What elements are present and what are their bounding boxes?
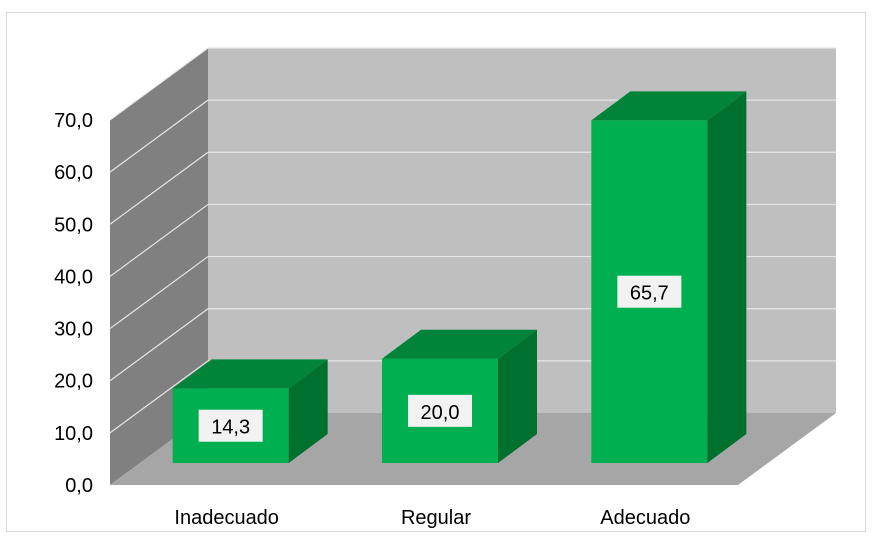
y-tick-label: 30,0 [54, 319, 93, 341]
bar-side [498, 329, 537, 463]
gridline-side [109, 360, 209, 434]
gridline-side [109, 151, 209, 225]
data-label-box [617, 275, 682, 308]
bar-top [172, 359, 328, 389]
data-label: 65,7 [630, 283, 669, 305]
data-label: 14,3 [211, 417, 250, 439]
y-tick-label: 10,0 [54, 423, 93, 445]
y-tick-label: 50,0 [54, 214, 93, 236]
gridline-side [109, 99, 209, 173]
data-label-box [198, 409, 263, 442]
y-tick-label: 60,0 [54, 162, 93, 184]
gridline-side [109, 203, 209, 277]
y-tick-label: 20,0 [54, 371, 93, 393]
y-tick-label: 70,0 [54, 110, 93, 132]
x-category-label: Regular [401, 507, 471, 529]
y-axis-tick-labels: 0,0 10,0 20,0 30,0 40,0 50,0 60,0 70,0 [54, 110, 93, 497]
gridline-side [109, 256, 209, 330]
bars: 14,3 20,0 65,7 [172, 91, 747, 464]
x-category-label: Inadecuado [174, 507, 279, 529]
data-label: 20,0 [421, 402, 460, 424]
x-category-label: Adecuado [600, 507, 690, 529]
x-axis-category-labels: Inadecuado Regular Adecuado [174, 507, 690, 529]
bar-top [591, 91, 747, 121]
side-wall [110, 48, 208, 485]
gridline-side [109, 308, 209, 382]
bar-side [707, 91, 747, 464]
data-label-box [408, 394, 472, 427]
bar-side [288, 359, 328, 463]
bar-top [382, 329, 537, 359]
y-tick-label: 40,0 [54, 266, 93, 288]
gridline-side [109, 47, 209, 121]
y-tick-label: 0,0 [65, 475, 93, 497]
